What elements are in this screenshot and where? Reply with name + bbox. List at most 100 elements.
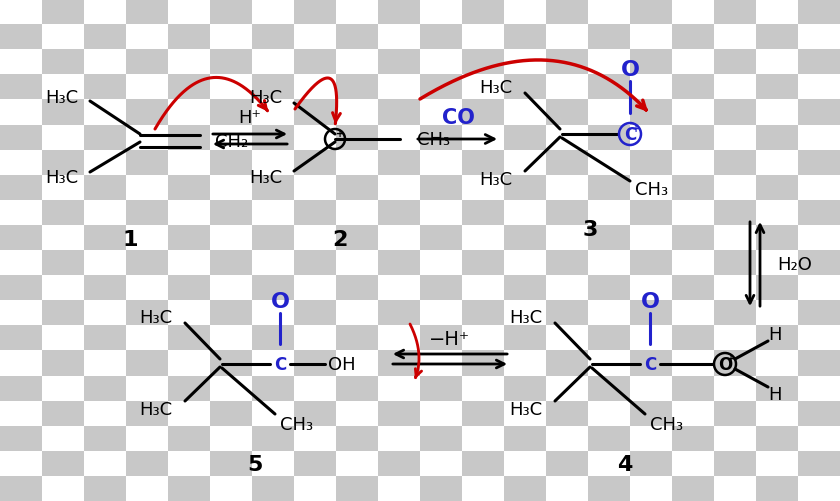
Bar: [84, 150, 126, 175]
Bar: [630, 401, 672, 426]
Bar: [0, 150, 42, 175]
Bar: [756, 25, 798, 50]
Bar: [420, 150, 462, 175]
Bar: [630, 200, 672, 225]
Bar: [294, 200, 336, 225]
Bar: [168, 0, 210, 25]
Bar: [252, 200, 294, 225]
Bar: [168, 451, 210, 476]
Bar: [630, 150, 672, 175]
Bar: [672, 100, 714, 125]
Bar: [462, 225, 504, 250]
Bar: [756, 225, 798, 250]
Bar: [420, 25, 462, 50]
Bar: [252, 326, 294, 351]
Bar: [462, 175, 504, 200]
Bar: [462, 476, 504, 501]
Bar: [168, 75, 210, 100]
Bar: [210, 200, 252, 225]
Bar: [546, 376, 588, 401]
Bar: [168, 476, 210, 501]
Bar: [588, 150, 630, 175]
Bar: [168, 351, 210, 376]
Bar: [588, 250, 630, 276]
Text: CH₃: CH₃: [635, 181, 668, 198]
Text: H₃C: H₃C: [139, 309, 172, 326]
Text: O: O: [621, 60, 639, 80]
Bar: [294, 276, 336, 301]
Bar: [336, 276, 378, 301]
Text: −H⁺: −H⁺: [429, 330, 470, 349]
Bar: [168, 150, 210, 175]
Bar: [126, 50, 168, 75]
Bar: [630, 100, 672, 125]
Bar: [336, 200, 378, 225]
Bar: [336, 25, 378, 50]
Bar: [84, 175, 126, 200]
Bar: [504, 451, 546, 476]
Bar: [378, 175, 420, 200]
Text: O: O: [270, 292, 290, 312]
Bar: [630, 376, 672, 401]
Bar: [756, 75, 798, 100]
Bar: [252, 401, 294, 426]
Bar: [714, 50, 756, 75]
Bar: [126, 150, 168, 175]
Text: H₃C: H₃C: [249, 169, 282, 187]
Text: H: H: [769, 325, 782, 343]
Text: H₂O: H₂O: [778, 256, 812, 274]
Bar: [756, 326, 798, 351]
Bar: [378, 25, 420, 50]
Bar: [420, 376, 462, 401]
Bar: [462, 125, 504, 150]
Bar: [630, 175, 672, 200]
Bar: [294, 250, 336, 276]
Bar: [798, 401, 840, 426]
Bar: [798, 250, 840, 276]
Bar: [462, 100, 504, 125]
Bar: [462, 426, 504, 451]
Bar: [84, 225, 126, 250]
Bar: [546, 100, 588, 125]
Bar: [336, 175, 378, 200]
Bar: [210, 301, 252, 326]
Text: H₃C: H₃C: [479, 79, 512, 97]
Bar: [756, 376, 798, 401]
Bar: [42, 326, 84, 351]
Bar: [210, 451, 252, 476]
Bar: [168, 401, 210, 426]
Bar: [294, 476, 336, 501]
Bar: [84, 401, 126, 426]
Bar: [588, 200, 630, 225]
Bar: [336, 225, 378, 250]
Bar: [42, 376, 84, 401]
Bar: [210, 326, 252, 351]
Text: H⁺: H⁺: [239, 109, 261, 127]
Bar: [336, 426, 378, 451]
Bar: [756, 476, 798, 501]
Bar: [588, 476, 630, 501]
Text: C: C: [274, 355, 286, 373]
Bar: [294, 150, 336, 175]
Bar: [462, 0, 504, 25]
Bar: [504, 125, 546, 150]
Bar: [630, 0, 672, 25]
Bar: [462, 200, 504, 225]
Bar: [252, 451, 294, 476]
Bar: [756, 426, 798, 451]
Bar: [630, 301, 672, 326]
Bar: [420, 100, 462, 125]
Text: +: +: [632, 124, 640, 134]
Bar: [420, 301, 462, 326]
Bar: [714, 100, 756, 125]
Bar: [84, 326, 126, 351]
Bar: [630, 451, 672, 476]
Bar: [672, 200, 714, 225]
Bar: [84, 25, 126, 50]
Bar: [336, 0, 378, 25]
Bar: [252, 376, 294, 401]
Bar: [462, 326, 504, 351]
Bar: [462, 276, 504, 301]
Bar: [630, 476, 672, 501]
Bar: [756, 301, 798, 326]
